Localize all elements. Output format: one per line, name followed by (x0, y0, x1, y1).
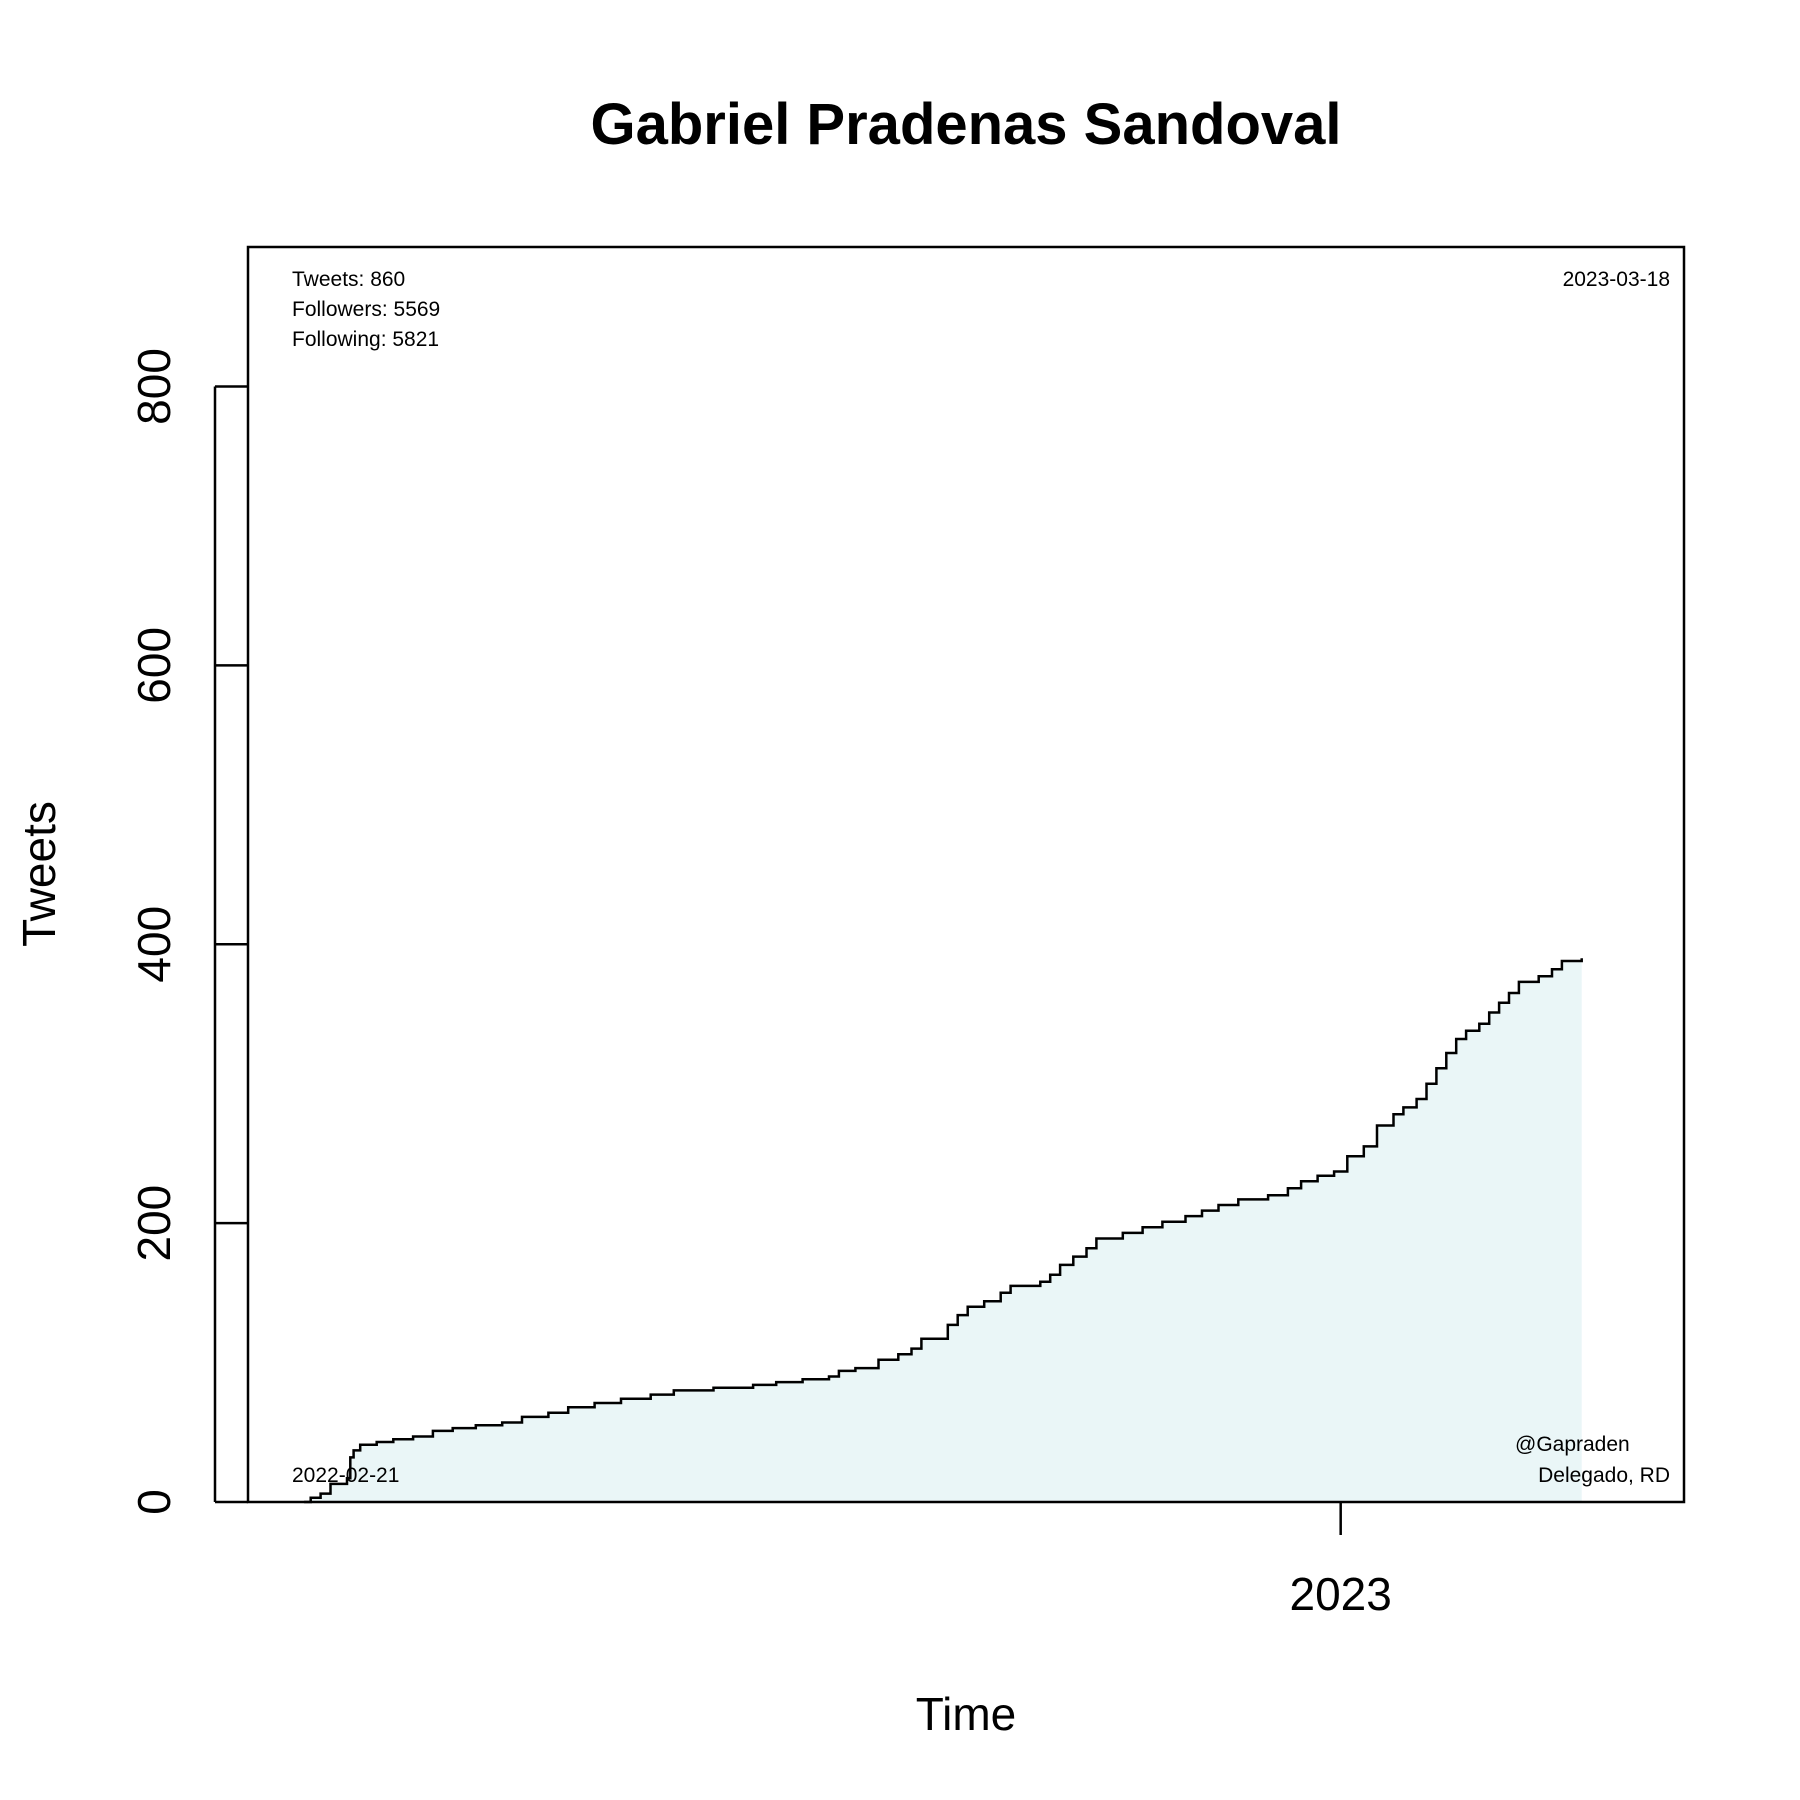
plot-area (246, 245, 1686, 1504)
end-date-note: 2023-03-18 (1563, 268, 1670, 291)
tweets-count-note: Tweets: 860 (292, 268, 405, 291)
start-date-note: 2022-02-21 (292, 1464, 399, 1487)
series-line (304, 958, 1583, 1504)
area-fill (304, 958, 1582, 1502)
following-count-note: Following: 5821 (292, 328, 439, 351)
x-tick-label: 2023 (1290, 1568, 1392, 1620)
x-axis-label: Time (916, 1688, 1017, 1740)
y-tick-label: 400 (128, 906, 180, 983)
x-axis: 2023 (1290, 1502, 1392, 1620)
followers-count-note: Followers: 5569 (292, 298, 440, 321)
plot-frame (246, 245, 1686, 1504)
y-tick-label: 200 (128, 1185, 180, 1262)
y-tick-label: 0 (128, 1489, 180, 1515)
y-axis-label: Tweets (13, 801, 65, 947)
y-tick-label: 600 (128, 627, 180, 704)
role-note: Delegado, RD (1538, 1464, 1670, 1487)
handle-note: @Gapraden (1515, 1433, 1630, 1456)
chart-title: Gabriel Pradenas Sandoval (590, 92, 1341, 157)
y-tick-label: 800 (128, 348, 180, 425)
y-axis: 0 200 400 600 800 (128, 348, 248, 1515)
